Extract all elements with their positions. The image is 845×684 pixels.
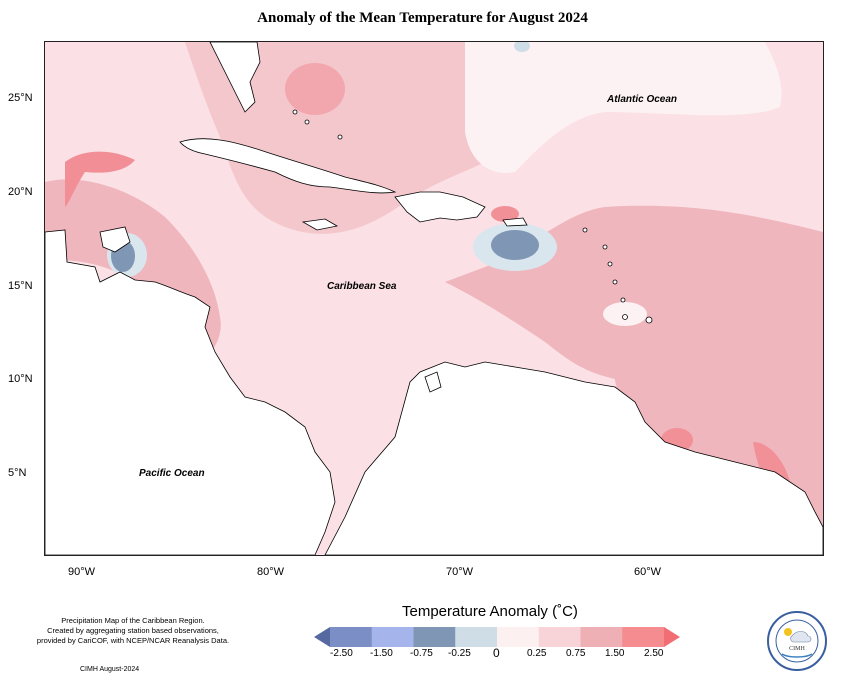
belize-land xyxy=(99,226,131,253)
legend-swatch xyxy=(371,627,414,647)
lon-label-70w: 70°W xyxy=(446,566,474,578)
label-pacific-ocean: Pacific Ocean xyxy=(139,468,205,479)
lat-label-25n: 25°N xyxy=(8,92,33,104)
credits-block: Precipitation Map of the Caribbean Regio… xyxy=(18,616,248,646)
lat-label-10n: 10°N xyxy=(8,373,33,385)
map-title: Anomaly of the Mean Temperature for Augu… xyxy=(257,10,588,26)
lat-label-5n: 5°N xyxy=(8,467,27,479)
legend-tick-0-25: 0.25 xyxy=(527,648,547,659)
cimh-logo: CIMH xyxy=(766,610,828,672)
color-legend xyxy=(314,627,680,647)
island xyxy=(602,244,608,250)
island xyxy=(304,119,310,125)
cuba-land xyxy=(179,138,397,194)
anomaly-hotspot-hispaniola xyxy=(491,206,519,222)
map-panel: Atlantic Ocean Caribbean Sea Pacific Oce… xyxy=(44,41,824,556)
legend-tick-2-50: 2.50 xyxy=(644,648,664,659)
island xyxy=(622,314,628,320)
legend-arrow-high xyxy=(664,627,680,647)
anomaly-zone-north xyxy=(45,42,515,234)
legend-tick-1-50: 1.50 xyxy=(605,648,625,659)
temperature-anomaly-map xyxy=(45,42,823,555)
legend-arrow-low xyxy=(314,627,330,647)
label-atlantic-ocean: Atlantic Ocean xyxy=(607,94,678,105)
legend-swatch xyxy=(455,627,498,647)
lat-label-15n: 15°N xyxy=(8,280,33,292)
legend-swatch xyxy=(497,627,540,647)
lon-label-90w: 90°W xyxy=(68,566,96,578)
legend-tick-neg2-50: -2.50 xyxy=(330,648,353,659)
credits-date: CIMH August-2024 xyxy=(80,666,140,673)
island xyxy=(645,316,653,324)
island xyxy=(582,227,588,233)
florida-land xyxy=(209,42,261,113)
wave-icon xyxy=(781,653,813,658)
credits-line-3: provided by CariCOF, with NCEP/NCAR Rean… xyxy=(36,636,230,645)
legend-swatches xyxy=(314,627,680,647)
legend-swatch xyxy=(538,627,581,647)
legend-swatch xyxy=(413,627,456,647)
lon-label-60w: 60°W xyxy=(634,566,662,578)
trinidad-land xyxy=(424,371,442,393)
sun-icon xyxy=(784,628,792,636)
south-america-land xyxy=(324,361,823,555)
legend-tick-0: 0 xyxy=(493,646,500,660)
anomaly-hotspot-bahamas xyxy=(285,63,345,115)
landmasses xyxy=(45,42,823,555)
anomaly-coldspot-puerto-rico xyxy=(491,230,539,260)
island xyxy=(337,134,343,140)
anomaly-coldspot-north xyxy=(514,42,530,52)
island xyxy=(292,109,298,115)
anomaly-hotspot-yucatan xyxy=(65,151,135,207)
cloud-icon xyxy=(790,631,812,643)
anomaly-zone-leeward-pale xyxy=(603,302,647,326)
island xyxy=(607,261,613,267)
cimh-emblem: CIMH xyxy=(767,611,827,671)
legend-tick-0-75: 0.75 xyxy=(566,648,586,659)
logo-name: CIMH xyxy=(789,646,805,652)
island xyxy=(612,279,618,285)
puerto-rico-land xyxy=(502,217,528,227)
legend-title: Temperature Anomaly (˚C) xyxy=(402,603,578,620)
legend-swatch xyxy=(330,627,373,647)
legend-tick-neg0-75: -0.75 xyxy=(410,648,433,659)
legend-tick-neg0-25: -0.25 xyxy=(448,648,471,659)
legend-tick-neg1-50: -1.50 xyxy=(370,648,393,659)
legend-swatch xyxy=(580,627,623,647)
lon-label-80w: 80°W xyxy=(257,566,285,578)
label-caribbean-sea: Caribbean Sea xyxy=(327,281,397,292)
lat-label-20n: 20°N xyxy=(8,186,33,198)
hispaniola-land xyxy=(394,191,486,223)
legend-swatch xyxy=(622,627,665,647)
credits-line-2: Created by aggregating station based obs… xyxy=(47,626,219,635)
central-america-land xyxy=(45,229,336,555)
jamaica-land xyxy=(301,218,339,231)
anomaly-zone-atlantic-pale xyxy=(465,42,782,173)
island-chain xyxy=(292,109,653,393)
credits-line-1: Precipitation Map of the Caribbean Regio… xyxy=(61,616,205,625)
island xyxy=(620,297,626,303)
